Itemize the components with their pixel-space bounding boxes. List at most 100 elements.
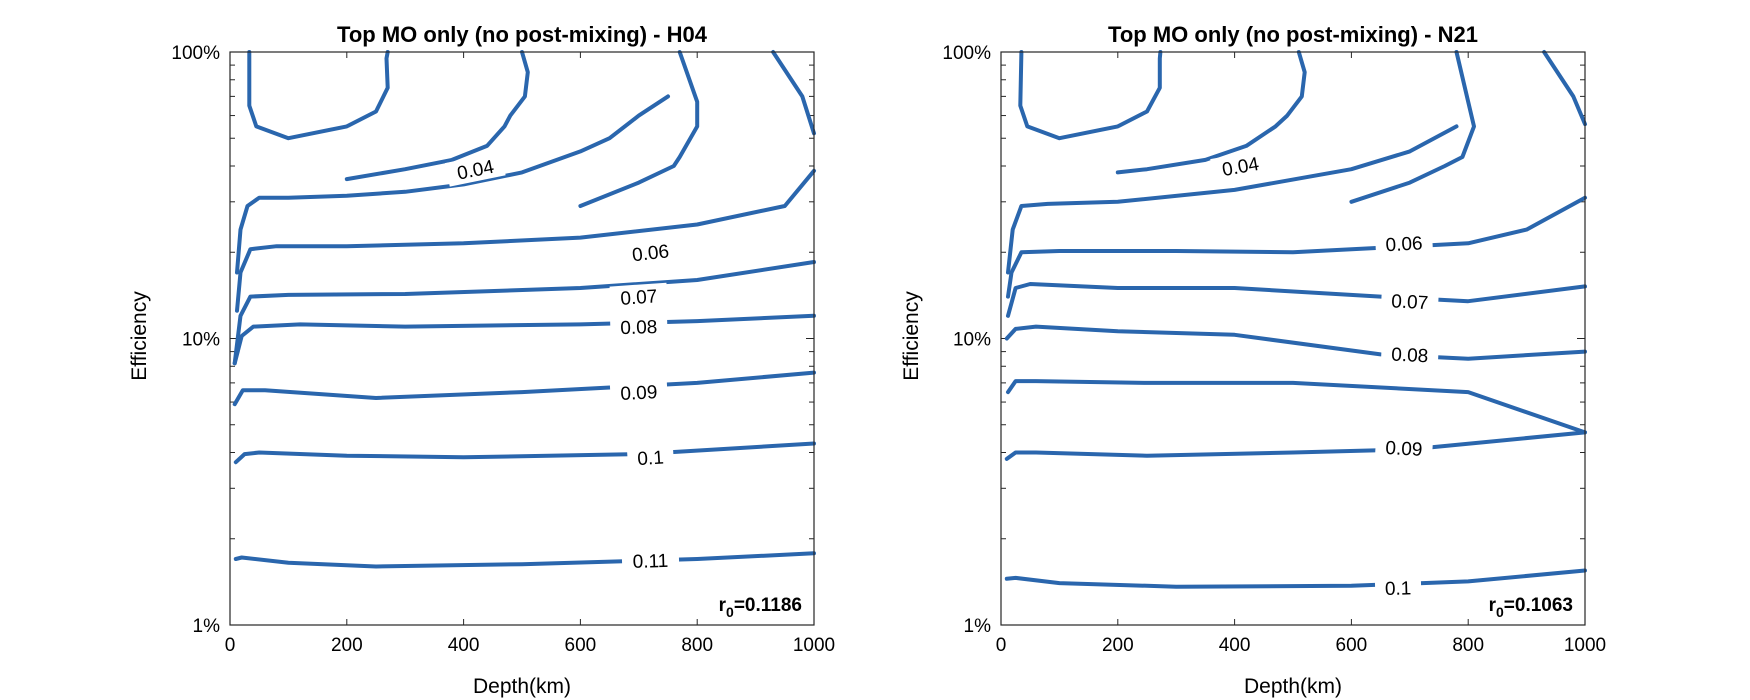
contour-line — [1006, 195, 1587, 299]
y-tick-label: 10% — [182, 330, 220, 351]
contour-level-label: 0.06 — [1385, 233, 1423, 256]
contour-label-group: 0.09 — [1374, 434, 1434, 462]
contour-label-group: 0.1 — [626, 443, 675, 471]
contour-level-label: 0.11 — [632, 551, 668, 573]
contour-line — [232, 260, 816, 366]
r0-value: =0.1063 — [1504, 595, 1573, 616]
contour-level-label: 0.09 — [1385, 438, 1423, 461]
r0-symbol: r — [1489, 595, 1497, 616]
contour-label-bg — [1210, 149, 1271, 183]
x-tick-label: 400 — [1219, 635, 1251, 656]
r0-annotation: r0=0.1186 — [719, 595, 802, 620]
contour-label-bg — [1380, 287, 1439, 315]
contour-level-label: 0.08 — [620, 317, 658, 339]
contour-lines — [1004, 50, 1587, 589]
y-tick-label: 1% — [193, 616, 221, 637]
x-axis-label: Depth(km) — [473, 675, 571, 698]
contour-line — [1004, 430, 1587, 461]
contour-label-bg — [609, 282, 669, 311]
contour-line — [235, 94, 670, 275]
contour-line — [235, 168, 816, 313]
contour-label-bg — [1374, 434, 1434, 462]
x-tick-label: 0 — [225, 635, 236, 656]
x-tick-label: 600 — [1336, 635, 1368, 656]
contour-label-bg — [444, 151, 506, 187]
contour-label-bg — [620, 237, 681, 268]
x-tick-label: 0 — [996, 635, 1007, 656]
contour-label-group: 0.06 — [620, 237, 681, 268]
contour-line — [344, 50, 530, 182]
x-axis-label: Depth(km) — [1244, 675, 1342, 698]
contour-level-label: 0.07 — [1391, 291, 1429, 314]
contour-line — [1115, 50, 1307, 175]
contour-line — [232, 370, 816, 407]
chart-title: Top MO only (no post-mixing) - H04 — [337, 22, 708, 47]
contour-line — [1542, 50, 1587, 127]
y-axis-label: Efficiency — [128, 291, 151, 381]
r0-annotation: r0=0.1063 — [1489, 595, 1573, 620]
contour-line — [1006, 282, 1587, 318]
contour-level-label: 0.08 — [1391, 345, 1429, 368]
contour-level-label: 0.1 — [1385, 578, 1412, 600]
r0-subscript: 0 — [1496, 604, 1504, 620]
x-tick-label: 400 — [448, 635, 480, 656]
x-tick-label: 600 — [565, 635, 597, 656]
plot-frame — [229, 51, 815, 626]
chart-title: Top MO only (no post-mixing) - N21 — [1108, 22, 1478, 47]
contour-label-bg — [1380, 341, 1439, 368]
x-tick-label: 800 — [681, 635, 713, 656]
contour-level-label: 0.06 — [631, 241, 670, 266]
x-tick-label: 200 — [1102, 635, 1134, 656]
contour-labels: 0.040.060.070.080.090.10.11 — [444, 151, 681, 574]
contour-line — [233, 441, 816, 465]
contour-panel-h04: Top MO only (no post-mixing) - H04 Depth… — [128, 22, 835, 698]
y-tick-label: 10% — [953, 330, 991, 351]
contour-panel-n21: Top MO only (no post-mixing) - N21 Depth… — [900, 22, 1606, 698]
r0-symbol: r — [719, 595, 727, 616]
contour-label-group: 0.07 — [609, 282, 669, 311]
contour-line — [1006, 124, 1459, 275]
contour-label-bg — [609, 378, 668, 406]
contour-label-bg — [621, 547, 680, 574]
contour-label-group: 0.07 — [1380, 287, 1439, 315]
r0-value: =0.1186 — [734, 595, 802, 616]
contour-label-bg — [1374, 575, 1422, 601]
axis-ticks: 0 200 400 600 800 1000 1% 10% 100% — [171, 43, 835, 656]
contour-label-bg — [1374, 229, 1434, 257]
y-tick-label: 1% — [964, 616, 992, 637]
contour-level-label: 0.1 — [637, 448, 665, 471]
r0-subscript: 0 — [726, 604, 734, 620]
contour-line — [247, 50, 390, 141]
y-tick-label: 100% — [171, 43, 220, 64]
contour-line — [1349, 50, 1476, 204]
x-tick-label: 200 — [331, 635, 363, 656]
x-tick-label: 1000 — [1564, 635, 1606, 656]
y-axis-label: Efficiency — [900, 291, 923, 381]
contour-label-group: 0.1 — [1374, 575, 1422, 601]
contour-line — [578, 50, 700, 208]
contour-line — [233, 551, 816, 569]
contour-line — [232, 313, 816, 366]
contour-labels: 0.040.060.070.080.090.1 — [1210, 149, 1439, 601]
contour-line — [1004, 568, 1587, 589]
contour-line — [1004, 324, 1587, 361]
contour-level-label: 0.07 — [620, 286, 658, 309]
contour-label-group: 0.09 — [609, 378, 668, 406]
axis-ticks: 0 200 400 600 800 1000 1% 10% 100% — [942, 43, 1606, 656]
contour-line — [771, 50, 816, 136]
plot-frame — [1000, 51, 1586, 626]
contour-label-group: 0.08 — [609, 313, 668, 340]
contour-lines — [232, 50, 816, 569]
x-tick-label: 1000 — [793, 635, 835, 656]
contour-label-group: 0.11 — [621, 547, 680, 574]
contour-label-bg — [626, 443, 675, 471]
contour-line — [1006, 379, 1587, 435]
contour-label-bg — [609, 313, 668, 340]
x-tick-label: 800 — [1452, 635, 1484, 656]
contour-level-label: 0.09 — [620, 382, 658, 405]
y-tick-label: 100% — [942, 43, 991, 64]
contour-line — [1018, 50, 1163, 141]
contour-label-group: 0.08 — [1380, 341, 1439, 368]
contour-label-group: 0.06 — [1374, 229, 1434, 257]
